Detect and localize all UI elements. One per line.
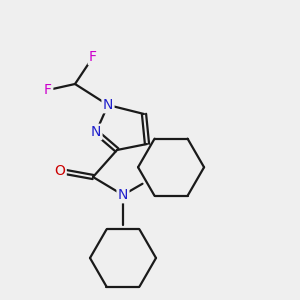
Text: O: O — [55, 164, 65, 178]
Text: F: F — [44, 83, 52, 97]
Text: N: N — [118, 188, 128, 202]
Text: F: F — [89, 50, 97, 64]
Text: N: N — [91, 125, 101, 139]
Text: N: N — [103, 98, 113, 112]
